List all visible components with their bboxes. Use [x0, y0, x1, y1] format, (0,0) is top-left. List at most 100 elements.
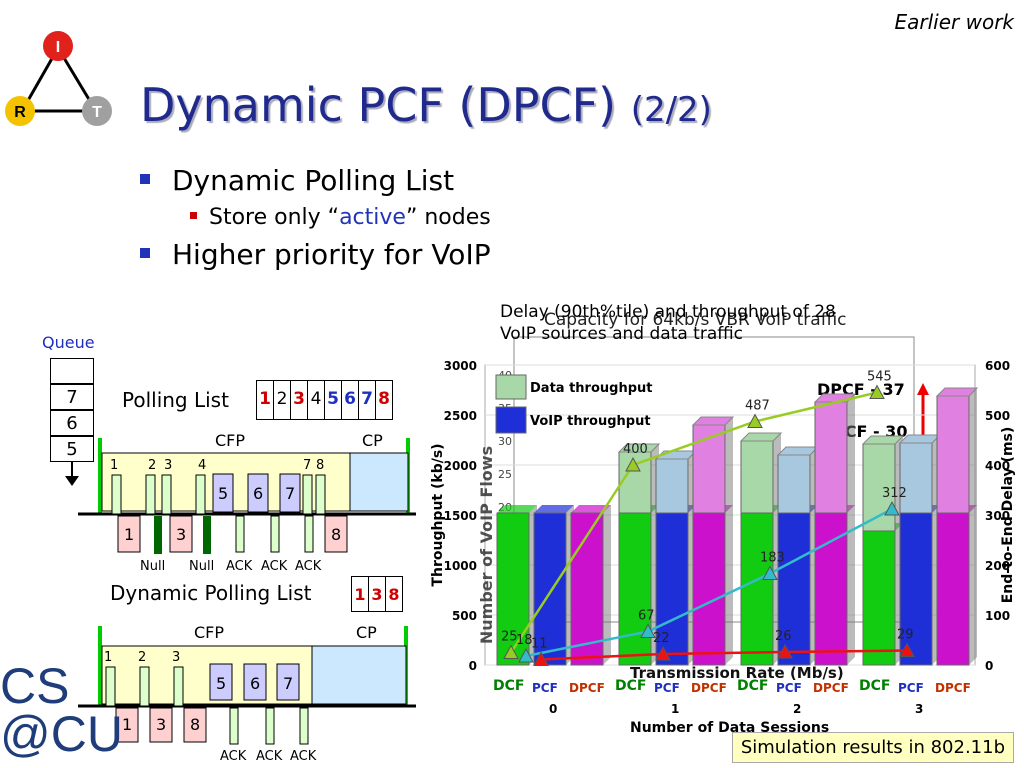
response-frame — [149, 707, 173, 743]
ytick-left: 500 — [452, 609, 477, 623]
polling-list-node: 1 — [259, 389, 271, 409]
overlay-ylabel: Number of VoIP Flows — [477, 446, 496, 644]
data-throughput-bar — [655, 458, 689, 514]
voip-throughput-bar — [740, 512, 774, 666]
queue-slot-empty — [50, 358, 94, 384]
data-throughput-bar — [692, 424, 726, 514]
delay-point — [884, 500, 900, 516]
queue-slot: 7 — [50, 384, 94, 410]
ytick-right: 300 — [985, 509, 1010, 523]
voip-throughput-bar — [692, 512, 726, 666]
data-throughput-bar — [899, 442, 933, 514]
poll-frame — [173, 666, 184, 707]
poll-frame-number: 4 — [198, 458, 206, 473]
ytick-left: 0 — [469, 659, 477, 673]
cp-region — [311, 645, 407, 705]
null-frame — [154, 516, 162, 554]
scheme-label: PCF — [776, 681, 802, 695]
cp-region — [349, 452, 409, 512]
brand-cu: @CU — [0, 706, 123, 762]
poll-frame — [145, 474, 156, 515]
delay-value-label: 545 — [867, 370, 892, 385]
ytick-right: 200 — [985, 559, 1010, 573]
simulation-note: Simulation results in 802.11b — [731, 732, 1014, 763]
poll-frame — [105, 666, 116, 707]
scheme-label: DCF — [737, 678, 768, 694]
legend-swatch-voip — [495, 406, 527, 434]
ytick-right: 400 — [985, 459, 1010, 473]
voip-frame-number: 6 — [253, 484, 263, 503]
queue-slot: 6 — [50, 410, 94, 436]
delay-point — [747, 413, 763, 428]
ack-frame — [299, 707, 309, 745]
polling-list-label: Polling List — [122, 388, 229, 412]
chart-title: Delay (90th%tile) and throughput of 28 Vo… — [500, 302, 836, 344]
ack-label: ACK — [261, 559, 288, 574]
poll-frame-number: 1 — [104, 650, 112, 665]
xtick: 3 — [915, 702, 923, 716]
response-frame-number: 1 — [124, 525, 134, 544]
delay-value-label: 67 — [638, 609, 655, 624]
logo-r: R — [14, 104, 26, 121]
polling-list-node: 8 — [385, 577, 402, 611]
delay-value-label: 25 — [501, 630, 518, 645]
overlay-ytick: 25 — [498, 468, 512, 481]
voip-frame — [247, 473, 269, 513]
response-frame — [324, 515, 348, 553]
polling-list-node: 3 — [290, 381, 307, 419]
response-frame-number: 3 — [176, 525, 186, 544]
poll-frame — [195, 474, 206, 515]
ytick-right: 100 — [985, 609, 1010, 623]
dynamic-polling-list-label: Dynamic Polling List — [110, 581, 312, 605]
active-word: active — [339, 205, 406, 230]
delay-point — [869, 384, 885, 399]
ylabel-left: Throughput (kb/s) — [430, 443, 446, 586]
delay-value-label: 312 — [882, 486, 907, 501]
voip-frame — [276, 663, 300, 701]
response-frame — [183, 707, 207, 743]
delay-value-label: 487 — [745, 399, 770, 414]
ack-label: ACK — [256, 749, 283, 764]
poll-frame-number: 8 — [316, 458, 324, 473]
delay-point — [655, 645, 671, 661]
voip-bar-top — [571, 505, 611, 513]
poll-frame-number: 2 — [148, 458, 156, 473]
bullet-square-icon — [140, 174, 150, 184]
delay-point — [899, 642, 915, 657]
ack-label: ACK — [220, 749, 247, 764]
voip-frame-number: 7 — [285, 484, 295, 503]
delay-line — [540, 649, 908, 661]
response-frame — [115, 707, 139, 743]
title-main: Dynamic PCF (DPCF) — [140, 78, 617, 132]
bar-side — [603, 505, 611, 665]
response-frame-number: 8 — [190, 715, 200, 734]
scheme-label: DCF — [493, 678, 524, 694]
delay-point — [518, 647, 534, 663]
scheme-label: DPCF — [935, 681, 971, 695]
scheme-label: PCF — [532, 681, 558, 695]
voip-throughput-bar — [533, 512, 567, 666]
poll-frame — [315, 474, 326, 515]
voip-throughput-bar — [655, 512, 689, 666]
legend-data-throughput: Data throughput — [530, 381, 652, 396]
ack-frame — [229, 707, 239, 745]
scheme-label: PCF — [654, 681, 680, 695]
delay-point — [503, 644, 519, 659]
delay-value-label: 400 — [623, 442, 648, 457]
voip-frame — [212, 473, 234, 513]
null-label: Null — [140, 559, 165, 574]
queue-arrow-icon — [65, 462, 79, 486]
ack-frame — [270, 515, 280, 553]
ack-frame — [235, 515, 245, 553]
ytick-left: 3000 — [444, 359, 477, 373]
delay-value-label: 11 — [531, 637, 548, 652]
ack-label: ACK — [295, 559, 322, 574]
voip-throughput-bar — [814, 512, 848, 666]
response-frame-number: 1 — [122, 715, 132, 734]
poll-frame — [111, 474, 122, 515]
overlay-title: Capacity for 64kb/s VBR VoIP traffic — [544, 310, 846, 330]
voip-bar-top — [497, 505, 537, 513]
voip-bar-top — [534, 505, 574, 513]
bar-side — [969, 388, 977, 665]
